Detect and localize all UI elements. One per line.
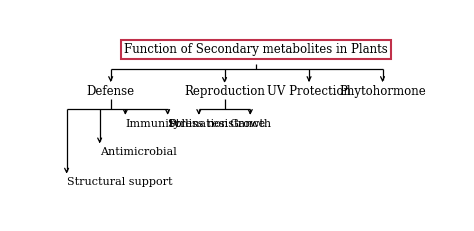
Text: Growth: Growth (229, 119, 271, 129)
Text: Function of Secondary metabolites in Plants: Function of Secondary metabolites in Pla… (124, 43, 388, 56)
Text: Defense: Defense (87, 85, 135, 98)
Text: Structural support: Structural support (66, 177, 172, 188)
Text: Antimicrobial: Antimicrobial (100, 147, 176, 157)
Text: Phytohormone: Phytohormone (339, 85, 426, 98)
Text: Stress resistance: Stress resistance (168, 119, 265, 129)
Text: Pollination: Pollination (169, 119, 229, 129)
Text: Immunity: Immunity (125, 119, 180, 129)
Text: Reproduction: Reproduction (184, 85, 265, 98)
Text: UV Protection: UV Protection (267, 85, 351, 98)
